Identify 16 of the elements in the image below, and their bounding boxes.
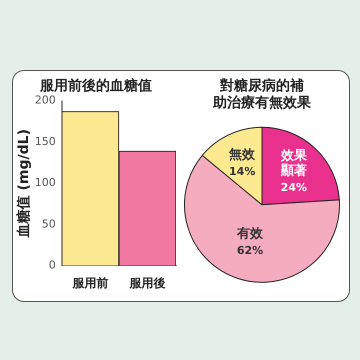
y-tick-label: 50: [42, 217, 56, 230]
slice-label: 無效: [228, 148, 256, 163]
data-label: 62%: [236, 244, 264, 258]
x-tick-label: 服用後: [128, 276, 166, 290]
data-label: 14%: [229, 165, 256, 178]
chart-title: 服用前後的血糖值: [39, 77, 152, 94]
slice-label: 效果顯著: [280, 148, 308, 178]
y-tick-label: 0: [48, 258, 56, 272]
y-tick-label: 200: [34, 94, 56, 107]
x-tick-label: 服用前: [71, 276, 108, 290]
y-axis-title: 血糖值 (mg/dL): [15, 129, 32, 238]
y-tick-label: 100: [34, 176, 56, 190]
chart-title: 對糖尿病的補助治療有無效果: [212, 77, 312, 111]
data-label: 24%: [280, 180, 308, 194]
slice-label: 有效: [236, 226, 264, 242]
y-tick-label: 150: [34, 134, 56, 148]
